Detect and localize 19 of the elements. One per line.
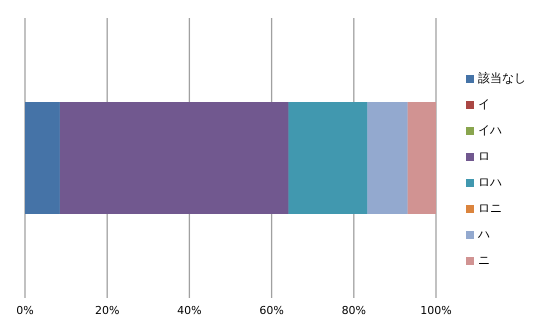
legend-label: ハ: [478, 227, 490, 241]
legend-label: イ: [478, 97, 490, 111]
legend-label: ロニ: [478, 201, 502, 215]
x-tick-label: 0%: [16, 304, 34, 317]
legend-label: ロハ: [478, 175, 502, 189]
x-tick-label: 20%: [94, 304, 120, 317]
x-tick-label: 40%: [177, 304, 202, 317]
bar: [367, 102, 408, 214]
x-tick-label: 80%: [342, 304, 366, 317]
legend-label: イハ: [478, 123, 502, 137]
bar: [25, 102, 60, 214]
legend-label: 該当なし: [478, 71, 526, 85]
x-tick-label: 100%: [420, 304, 452, 317]
bar: [408, 102, 436, 214]
bar: [60, 102, 288, 214]
bar: [288, 102, 368, 214]
x-tick-label: 60%: [259, 304, 284, 317]
legend-label: ニ: [478, 253, 490, 267]
legend-label: ロ: [478, 149, 490, 163]
